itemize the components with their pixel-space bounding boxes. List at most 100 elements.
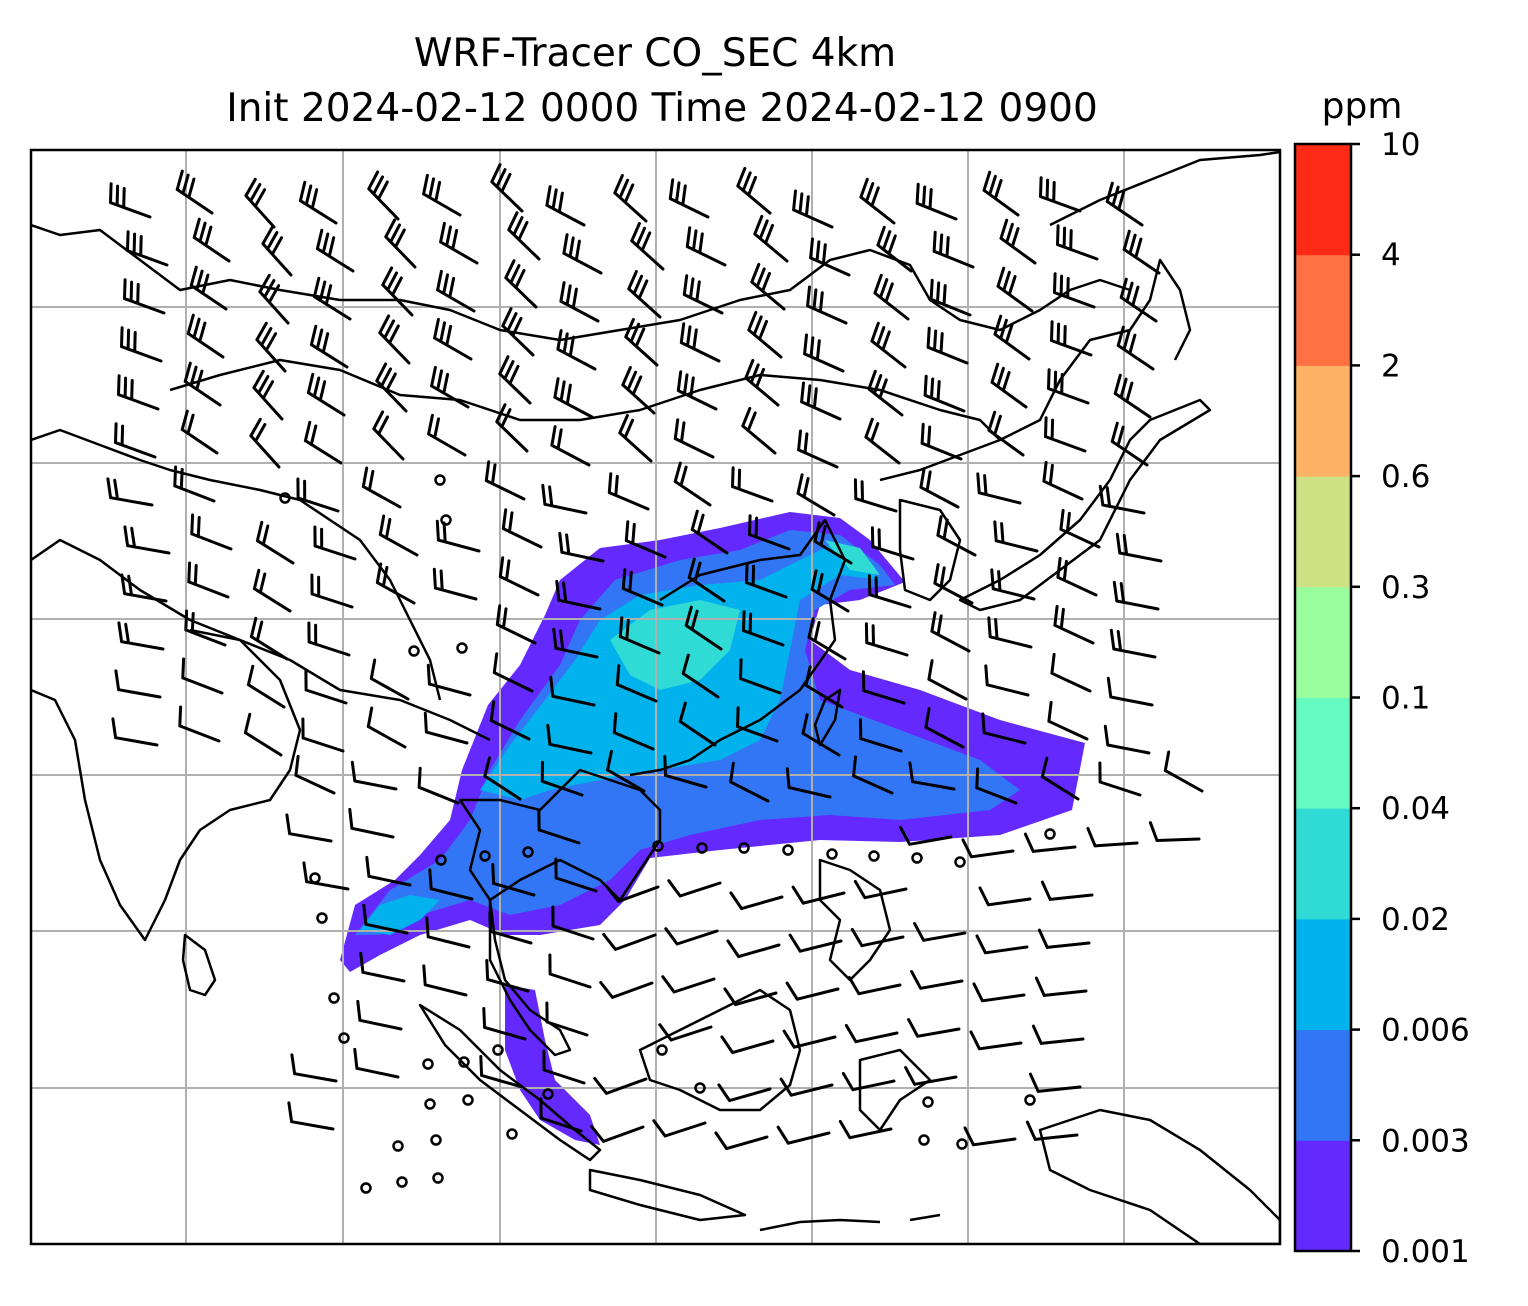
wind-barb [559,281,600,323]
wind-barb [303,420,343,465]
wind-barb [864,622,909,657]
wind-barb [864,417,901,465]
wind-barb [111,717,159,747]
coast-taiwan [813,688,842,747]
wind-barb [369,658,410,701]
wind-calm-circle [328,992,340,1004]
wind-barb [607,472,650,511]
wind-barb [858,718,903,753]
wind-barb [681,653,720,699]
wind-barb [801,713,841,757]
wind-barb [117,374,160,411]
wind-barb [993,314,1031,361]
wind-barb [252,369,284,421]
colorbar-tick-label: 0.3 [1381,570,1430,606]
wind-barb [427,413,467,457]
wind-barb [736,706,779,743]
wind-barb [492,652,534,693]
wind-barb [482,1007,527,1041]
wind-barb [975,934,1029,955]
wind-barb [294,754,336,795]
wind-barb [1039,176,1082,213]
wind-barb [613,174,648,223]
wind-barb [1115,532,1163,563]
colorbar-segment [1295,918,1351,1031]
wind-barb [663,755,708,789]
wind-barb [249,417,281,469]
wind-barb [969,1030,1023,1051]
wind-barb [126,230,169,267]
wind-barb [384,218,417,269]
wind-barb [796,473,836,517]
colorbar-tick-label: 0.003 [1381,1123,1470,1159]
wind-barb [488,911,533,945]
wind-barb [287,1101,335,1131]
colorbar-tick-label: 0.1 [1381,681,1430,717]
wind-barb [117,621,165,651]
wind-barb [435,519,481,553]
wind-barb [867,369,904,417]
colorbar-segments [1295,144,1351,1252]
wind-barb [1122,229,1161,275]
wind-barb [175,169,214,215]
wind-barb [375,362,408,413]
wind-barb [982,170,1020,217]
coast-malay-peninsula [488,898,572,1057]
coast-java [588,1168,747,1222]
wind-barb [261,225,293,277]
wind-barb [785,767,832,799]
wind-barb [981,712,1027,745]
wind-barb [1047,700,1089,741]
wind-barb [1098,761,1142,797]
wind-barb [252,568,292,613]
wind-calm-circle [738,842,750,854]
wind-barb [852,755,894,795]
wind-calm-circle [392,1140,404,1152]
map-frame [29,148,1282,1246]
wind-barb [249,616,289,661]
wind-barb [246,664,286,709]
wind-calm-circle [542,1088,554,1100]
wind-barb [590,1125,645,1143]
map-panel [29,148,1282,1246]
wind-barb [553,377,594,419]
wind-barb [361,466,402,509]
colorbar-segment [1295,697,1351,809]
wind-barb [792,189,834,229]
wind-barb [853,478,898,513]
wind-barb [1113,373,1152,419]
wind-barb [366,706,407,749]
wind-calm-circle [918,1134,930,1146]
wind-barb [745,562,788,599]
colorbar-tick-label: 0.6 [1381,459,1430,495]
wind-barb [850,927,905,948]
wind-calm-circle [456,642,468,654]
wind-barb [348,807,395,839]
wind-barb [298,180,338,225]
coast-china-east [629,518,847,777]
wind-barb [485,959,530,993]
wind-barb [797,429,839,469]
wind-barb [296,477,340,513]
wind-calm-circle [435,854,447,866]
wind-barb [668,178,710,219]
wind-barb [432,567,478,601]
coast-sumatra [418,1003,602,1162]
wind-barb [428,868,474,901]
wind-barb [618,414,653,463]
wind-barb [423,711,469,745]
wind-calm-circle [656,1044,668,1056]
wind-barb [624,520,667,559]
wind-barb [924,707,965,749]
coast-indochina [458,768,662,902]
wind-barb [599,981,654,999]
wind-barb [1105,181,1144,227]
wind-barb [367,170,400,221]
wind-barb [1103,724,1151,755]
wind-barb [1053,272,1096,309]
wind-barb [624,318,659,367]
wind-barb [676,370,718,411]
wind-barb [621,366,656,415]
wind-barb [548,953,592,989]
wind-barb [173,465,216,503]
